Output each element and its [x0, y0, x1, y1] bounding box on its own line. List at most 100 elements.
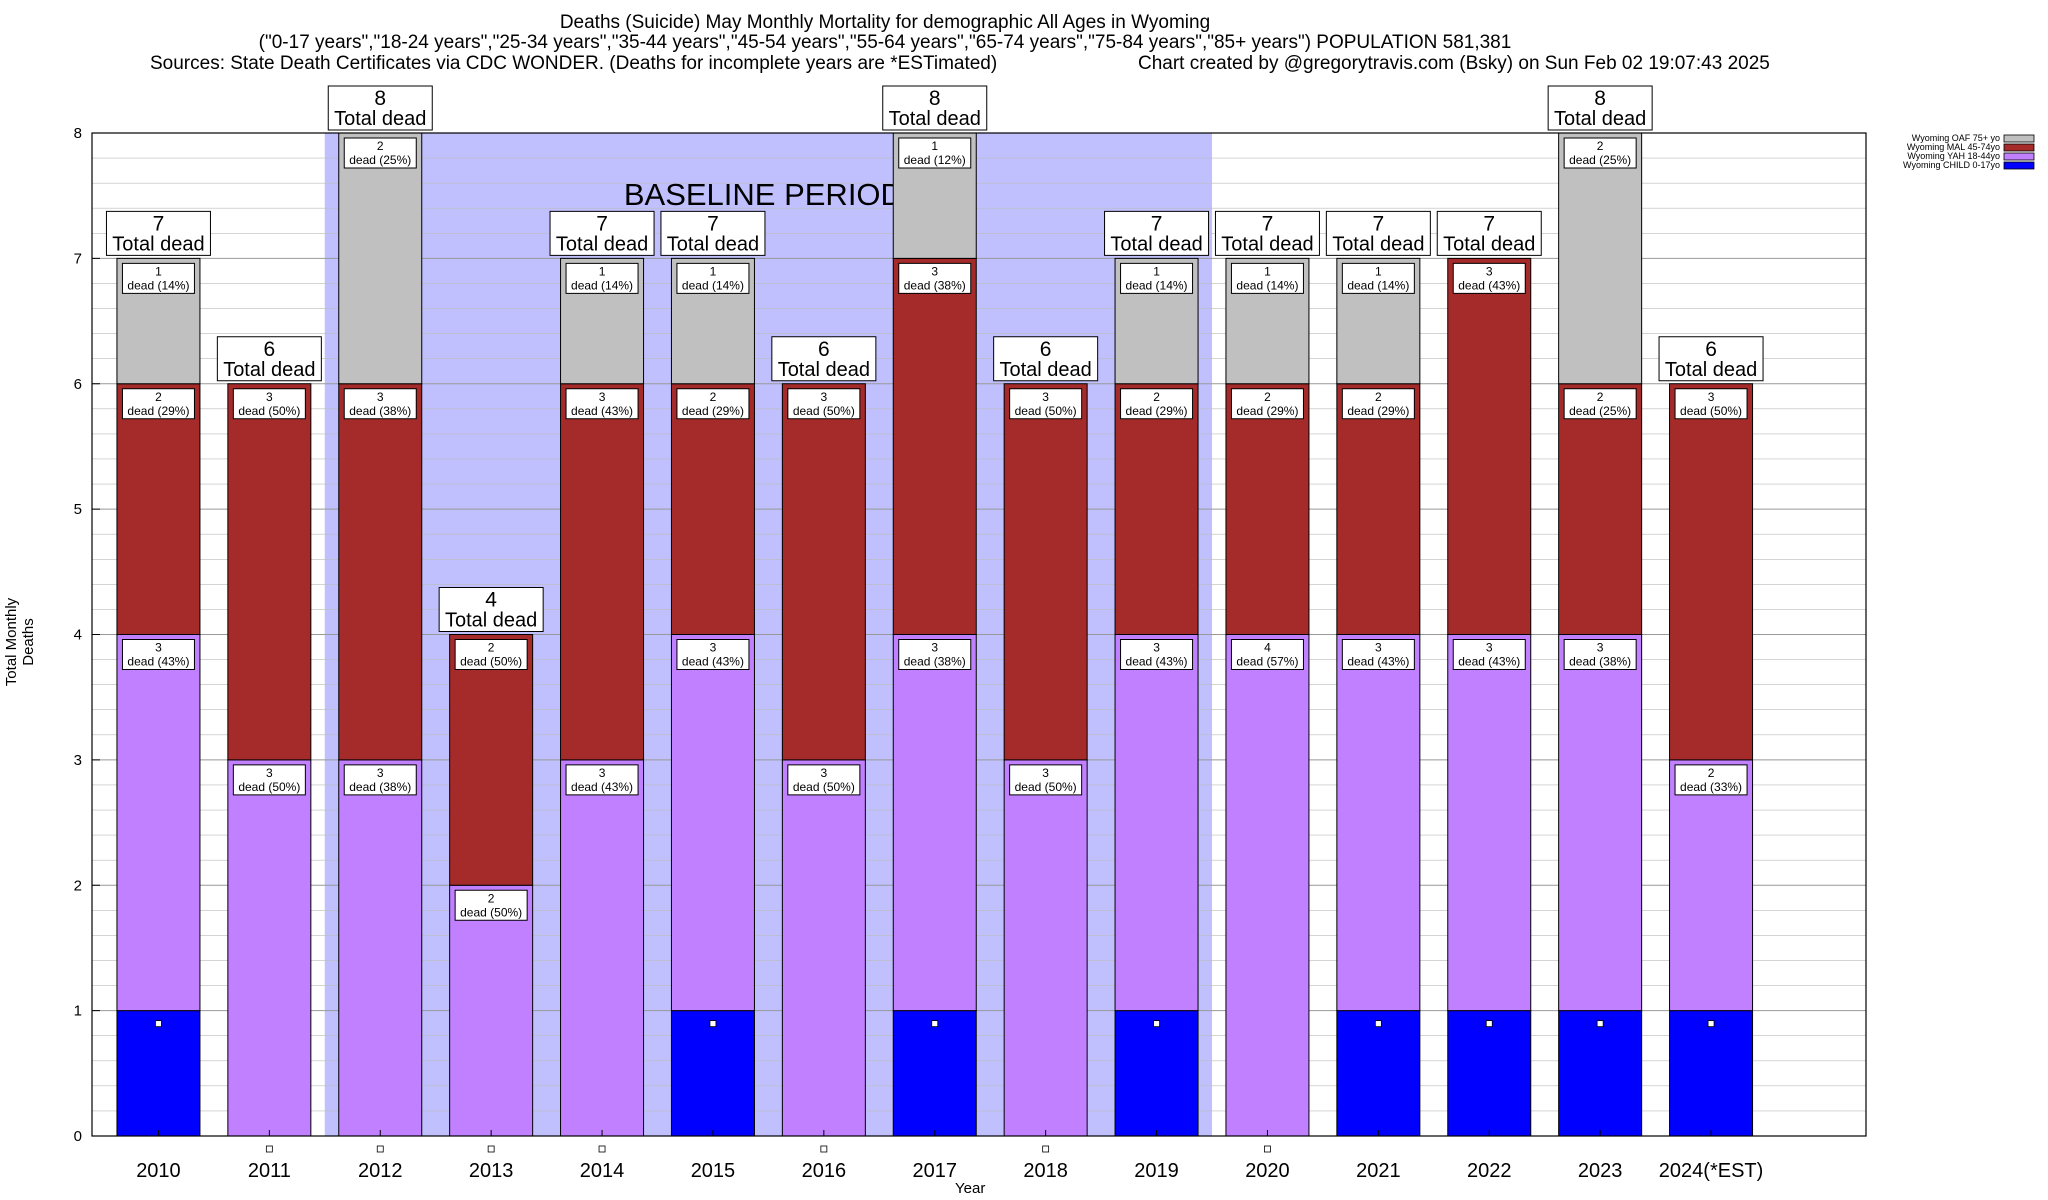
bar-segment: [1669, 383, 1754, 761]
bar-segment: [1225, 383, 1310, 635]
bar-segment: [560, 383, 645, 761]
child-zero-marker: [265, 1145, 273, 1153]
total-label-text: Total dead: [889, 108, 981, 130]
bar-segment: [1003, 383, 1088, 761]
total-count: 8: [1594, 87, 1606, 110]
segment-label-box: [1120, 388, 1194, 420]
bar-segment: [1114, 1010, 1199, 1137]
bar-segment: [116, 1010, 201, 1137]
segment-label-percent: dead (14%): [1347, 278, 1409, 292]
baseline-period-label: BASELINE PERIOD: [624, 177, 903, 212]
segment-label-percent: dead (12%): [904, 153, 966, 167]
segment-label-count: 3: [377, 766, 384, 780]
total-label-text: Total dead: [778, 359, 870, 381]
segment-label-percent: dead (29%): [1236, 404, 1298, 418]
bar-segment: [1558, 634, 1643, 1012]
segment-label-count: 3: [1042, 766, 1049, 780]
segment-label-box: [1452, 639, 1526, 670]
child-marker: [155, 1020, 162, 1028]
bar-segment: [1558, 383, 1643, 635]
total-label-box: [993, 336, 1099, 382]
y-tick-label: 4: [74, 627, 82, 644]
y-tick-label: 7: [74, 250, 82, 267]
segment-label-percent: dead (38%): [349, 404, 411, 418]
child-marker: [709, 1020, 717, 1028]
legend-label: Wyoming OAF 75+ yo: [1912, 133, 2000, 143]
x-tick-label: 2013: [469, 1160, 514, 1182]
segment-label-count: 3: [266, 390, 273, 404]
segment-label-percent: dead (50%): [238, 404, 300, 418]
segment-label-percent: dead (29%): [1347, 404, 1409, 418]
total-count: 6: [818, 338, 830, 361]
total-label-text: Total dead: [334, 108, 426, 130]
total-count: 4: [485, 589, 497, 612]
segment-label-percent: dead (25%): [1569, 153, 1631, 167]
segment-label-percent: dead (38%): [349, 780, 411, 794]
child-zero-marker: [598, 1145, 606, 1153]
bar-segment: [449, 884, 534, 1137]
segment-label-box: [1341, 388, 1415, 420]
segment-label-percent: dead (50%): [1015, 780, 1077, 794]
segment-label-count: 3: [1597, 641, 1604, 655]
segment-label-percent: dead (50%): [238, 780, 300, 794]
child-marker: [1485, 1020, 1493, 1028]
segment-label-count: 3: [821, 390, 828, 404]
total-label-box: [882, 85, 988, 131]
total-count: 7: [596, 212, 608, 235]
total-label-text: Total dead: [1443, 233, 1535, 255]
segment-label-percent: dead (43%): [682, 655, 744, 669]
segment-label-percent: dead (38%): [904, 655, 966, 669]
bar-segment: [892, 634, 977, 1012]
segment-label-count: 3: [1486, 641, 1493, 655]
segment-label-box: [1009, 764, 1083, 796]
chart-title: Deaths (Suicide) May Monthly Mortality f…: [559, 12, 1211, 33]
segment-label-count: 1: [1264, 264, 1271, 278]
bar-segment: [670, 634, 755, 1012]
total-count: 8: [374, 87, 386, 110]
segment-label-count: 2: [1597, 139, 1604, 153]
segment-label-count: 3: [931, 264, 938, 278]
segment-label-count: 1: [931, 139, 938, 153]
legend-label: Wyoming YAH 18-44yo: [1907, 151, 2000, 161]
segment-label-box: [1120, 639, 1194, 670]
x-axis-label: Year: [955, 1180, 986, 1197]
segment-label-box: [343, 388, 417, 420]
total-label-text: Total dead: [556, 233, 648, 255]
segment-label-count: 3: [599, 766, 606, 780]
segment-label-box: [565, 262, 639, 294]
bar-segment: [781, 759, 866, 1137]
bar-segment: [670, 1010, 755, 1137]
child-marker: [1596, 1020, 1604, 1028]
bar-segment: [1114, 634, 1199, 1012]
bar-segment: [1336, 634, 1421, 1012]
total-label-text: Total dead: [1665, 359, 1757, 381]
segment-label-percent: dead (43%): [571, 780, 633, 794]
segment-label-box: [454, 889, 528, 921]
segment-label-count: 3: [1375, 641, 1382, 655]
segment-label-percent: dead (43%): [127, 655, 189, 669]
segment-label-count: 3: [155, 641, 162, 655]
bar-segment: [338, 383, 423, 761]
segment-label-count: 3: [1042, 390, 1049, 404]
segment-label-box: [898, 639, 972, 670]
segment-label-percent: dead (50%): [1015, 404, 1077, 418]
segment-label-box: [787, 388, 861, 420]
total-label-text: Total dead: [1110, 233, 1202, 255]
segment-label-box: [454, 639, 528, 670]
total-label-box: [660, 210, 766, 256]
segment-label-percent: dead (57%): [1236, 655, 1298, 669]
segment-label-box: [676, 639, 750, 670]
segment-label-box: [232, 764, 306, 796]
segment-label-count: 3: [1486, 264, 1493, 278]
segment-label-box: [1563, 639, 1637, 670]
segment-label-box: [343, 764, 417, 796]
total-label-text: Total dead: [1332, 233, 1424, 255]
x-tick-label: 2021: [1356, 1160, 1401, 1182]
total-count: 8: [929, 87, 941, 110]
total-label-box: [1325, 210, 1431, 256]
bar-segment: [449, 634, 534, 886]
segment-label-count: 2: [1153, 390, 1160, 404]
total-count: 7: [707, 212, 719, 235]
segment-label-percent: dead (14%): [1236, 278, 1298, 292]
total-count: 7: [1483, 212, 1495, 235]
